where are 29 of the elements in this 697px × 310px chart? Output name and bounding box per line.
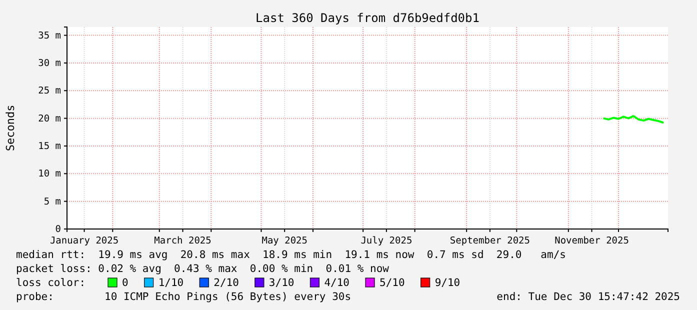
x-tick-label: July 2025	[360, 236, 412, 247]
y-tick-label: 15 m	[38, 141, 62, 152]
x-tick-label: September 2025	[450, 236, 530, 247]
y-axis-title: Seconds	[4, 104, 17, 152]
text: packet loss: 0.02 % avg 0.43 % max 0.00 % min 0.01 % now	[16, 263, 390, 275]
chart-title: Last 360 Days from d76b9edfd0b1	[256, 11, 480, 25]
legend-label: 9/10	[434, 277, 460, 289]
text: end: Tue Dec 30 15:47:42 2025	[496, 291, 680, 303]
text: probe: 10 ICMP Echo Pings (56 Bytes) every 30s	[16, 291, 352, 303]
legend-label: 4/10	[324, 277, 350, 289]
y-tick-label: 10 m	[38, 168, 62, 180]
x-tick-label: March 2025	[154, 236, 212, 247]
legend-label: 1/10	[158, 277, 184, 289]
legend-label: 3/10	[268, 277, 294, 289]
x-tick-label: May 2025	[262, 236, 308, 247]
y-tick-label: 35 m	[38, 30, 62, 42]
y-tick-label: 5 m	[44, 196, 62, 208]
legend-label: 5/10	[380, 277, 405, 289]
y-tick-label: 0	[55, 224, 62, 236]
legend-title: loss color:	[16, 277, 86, 289]
y-tick-label: 30 m	[38, 58, 62, 70]
y-tick-label: 20 m	[38, 113, 62, 124]
x-tick-label: November 2025	[554, 236, 629, 247]
legend-label: 2/10	[214, 277, 239, 289]
text: median rtt: 19.9 ms avg 20.8 ms max 18.9 ms min 19.1 ms now 0.7 ms sd 29.0 am/s	[16, 249, 566, 261]
line-series	[602, 115, 665, 124]
y-tick-label: 25 m	[38, 86, 62, 97]
x-tick-label: January 2025	[50, 236, 119, 247]
legend-label: 0	[122, 277, 128, 289]
